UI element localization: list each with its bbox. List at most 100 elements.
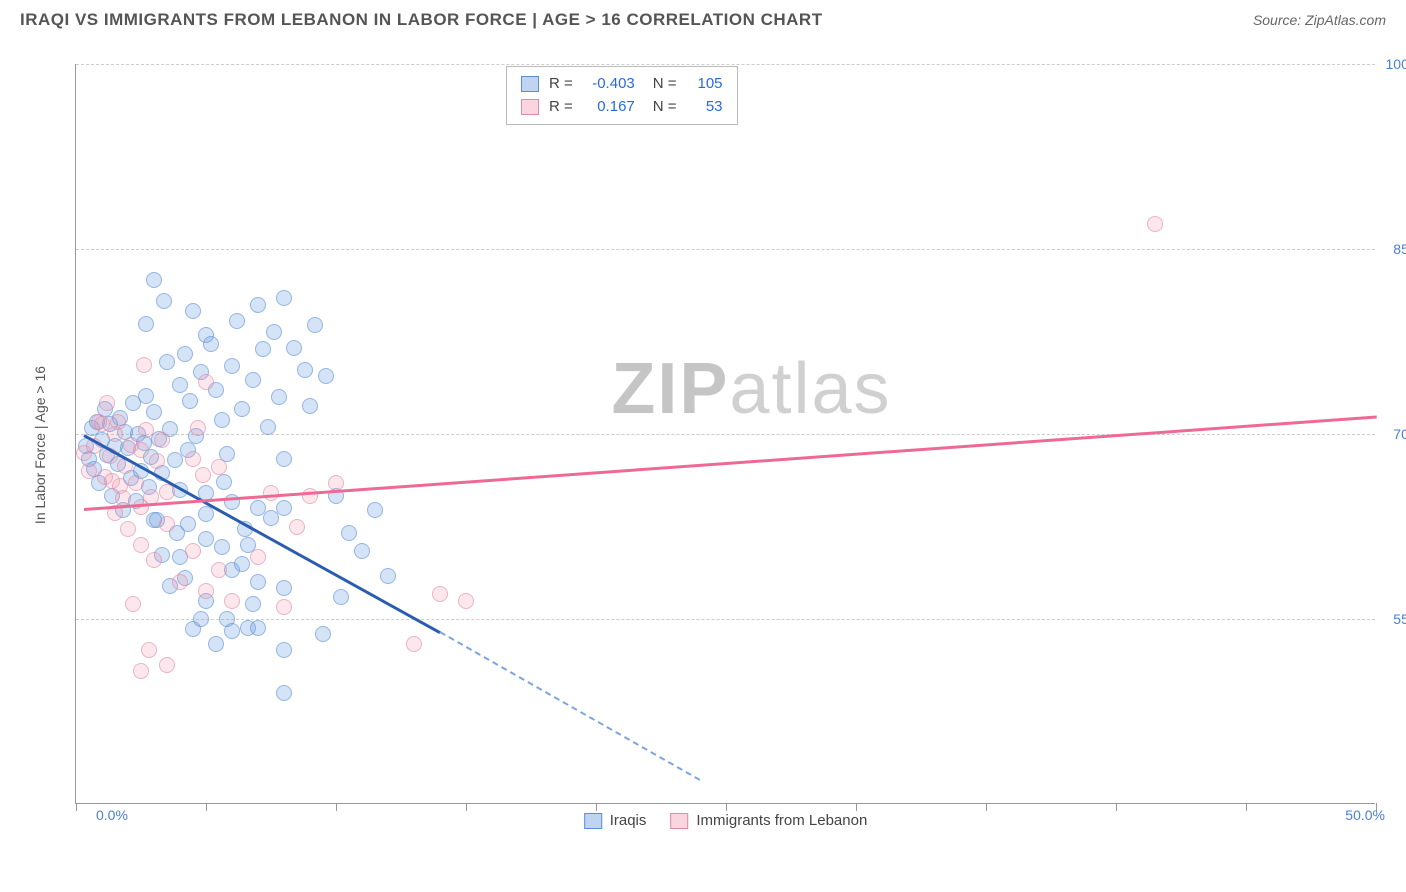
data-point xyxy=(159,516,175,532)
x-tick xyxy=(76,803,77,811)
data-point xyxy=(172,377,188,393)
data-point xyxy=(318,368,334,384)
gridline-h xyxy=(76,619,1375,620)
data-point xyxy=(250,500,266,516)
data-point xyxy=(138,316,154,332)
data-point xyxy=(177,346,193,362)
n-label: N = xyxy=(653,96,677,119)
chart-header: IRAQI VS IMMIGRANTS FROM LEBANON IN LABO… xyxy=(0,0,1406,36)
data-point xyxy=(133,663,149,679)
data-point xyxy=(214,412,230,428)
data-point xyxy=(266,324,282,340)
plot-area: ZIPatlas R = -0.403 N = 105 R = 0.167 N … xyxy=(75,64,1375,804)
data-point xyxy=(185,543,201,559)
data-point xyxy=(138,422,154,438)
data-point xyxy=(133,537,149,553)
data-point xyxy=(146,272,162,288)
data-point xyxy=(333,589,349,605)
y-tick-label: 70.0% xyxy=(1393,426,1406,442)
r-label: R = xyxy=(549,96,573,119)
data-point xyxy=(255,341,271,357)
data-point xyxy=(297,362,313,378)
x-tick xyxy=(726,803,727,811)
x-tick xyxy=(1116,803,1117,811)
gridline-h xyxy=(76,249,1375,250)
data-point xyxy=(198,583,214,599)
x-tick xyxy=(1246,803,1247,811)
data-point xyxy=(172,574,188,590)
data-point xyxy=(120,521,136,537)
data-point xyxy=(208,636,224,652)
data-point xyxy=(110,414,126,430)
data-point xyxy=(380,568,396,584)
data-point xyxy=(250,620,266,636)
data-point xyxy=(149,453,165,469)
data-point xyxy=(136,357,152,373)
data-point xyxy=(432,586,448,602)
data-point xyxy=(458,593,474,609)
legend-item-pink: Immigrants from Lebanon xyxy=(670,812,867,829)
data-point xyxy=(115,490,131,506)
y-tick-label: 55.0% xyxy=(1393,611,1406,627)
r-label: R = xyxy=(549,73,573,96)
data-point xyxy=(224,623,240,639)
x-tick xyxy=(336,803,337,811)
data-point xyxy=(154,432,170,448)
stats-box: R = -0.403 N = 105 R = 0.167 N = 53 xyxy=(506,66,738,125)
data-point xyxy=(94,416,110,432)
data-point xyxy=(203,336,219,352)
data-point xyxy=(198,531,214,547)
data-point xyxy=(190,420,206,436)
data-point xyxy=(234,401,250,417)
x-min-label: 0.0% xyxy=(96,807,128,823)
data-point xyxy=(198,506,214,522)
x-max-label: 50.0% xyxy=(1345,807,1385,823)
legend-label-blue: Iraqis xyxy=(610,812,647,829)
data-point xyxy=(286,340,302,356)
data-point xyxy=(224,358,240,374)
data-point xyxy=(245,596,261,612)
data-point xyxy=(159,354,175,370)
y-tick-label: 85.0% xyxy=(1393,241,1406,257)
y-axis-title: In Labor Force | Age > 16 xyxy=(32,366,48,524)
source-label: Source: ZipAtlas.com xyxy=(1253,12,1386,28)
y-tick-label: 100.0% xyxy=(1386,56,1406,72)
watermark-zip: ZIP xyxy=(611,349,729,429)
data-point xyxy=(185,451,201,467)
data-point xyxy=(289,519,305,535)
data-point xyxy=(307,317,323,333)
data-point xyxy=(182,393,198,409)
data-point xyxy=(245,372,261,388)
legend-label-pink: Immigrants from Lebanon xyxy=(696,812,867,829)
data-point xyxy=(133,442,149,458)
data-point xyxy=(211,562,227,578)
data-point xyxy=(193,611,209,627)
chart-title: IRAQI VS IMMIGRANTS FROM LEBANON IN LABO… xyxy=(20,10,823,30)
n-label: N = xyxy=(653,73,677,96)
watermark: ZIPatlas xyxy=(611,348,891,430)
data-point xyxy=(156,293,172,309)
swatch-pink-icon xyxy=(521,99,539,115)
data-point xyxy=(250,574,266,590)
x-tick xyxy=(856,803,857,811)
n-value-blue: 105 xyxy=(687,73,723,96)
data-point xyxy=(99,395,115,411)
data-point xyxy=(146,552,162,568)
data-point xyxy=(185,303,201,319)
r-value-pink: 0.167 xyxy=(583,96,635,119)
data-point xyxy=(216,474,232,490)
data-point xyxy=(406,636,422,652)
data-point xyxy=(276,580,292,596)
data-point xyxy=(276,599,292,615)
x-tick xyxy=(466,803,467,811)
swatch-pink-icon xyxy=(670,813,688,829)
data-point xyxy=(81,463,97,479)
data-point xyxy=(276,500,292,516)
gridline-h xyxy=(76,64,1375,65)
data-point xyxy=(250,549,266,565)
data-point xyxy=(341,525,357,541)
data-point xyxy=(250,297,266,313)
legend: Iraqis Immigrants from Lebanon xyxy=(584,812,868,829)
data-point xyxy=(271,389,287,405)
stats-row-blue: R = -0.403 N = 105 xyxy=(521,73,723,96)
